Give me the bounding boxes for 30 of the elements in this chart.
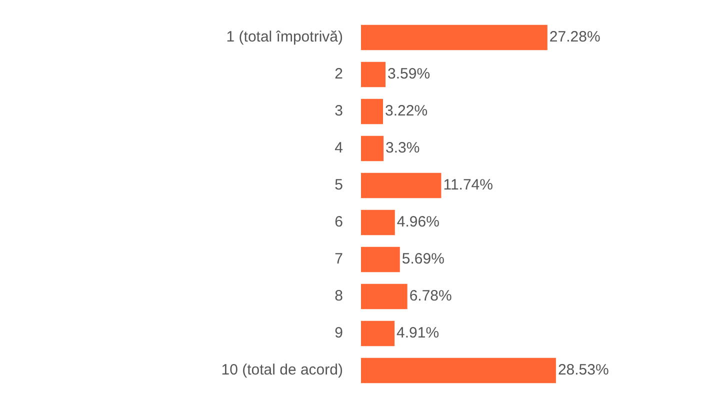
data-label: 3.59% (388, 66, 430, 83)
bar (361, 172, 442, 198)
y-tick-label: 4 (334, 140, 343, 157)
data-label: 3.3% (386, 140, 420, 157)
y-tick-label: 5 (334, 176, 343, 194)
bar (361, 136, 384, 162)
y-tick-label: 10 (total de acord) (221, 362, 343, 379)
y-tick-label: 7 (334, 250, 343, 268)
y-tick-label: 2 (334, 66, 343, 83)
bar (361, 98, 384, 124)
y-tick-label: 8 (334, 288, 343, 305)
bar (361, 62, 386, 88)
bar (361, 358, 556, 384)
data-label: 5.69% (402, 250, 444, 268)
y-tick-label: 1 (total împotrivă) (226, 28, 343, 46)
bar (361, 24, 548, 50)
bar (361, 284, 408, 310)
bar (361, 320, 395, 346)
bar (361, 210, 395, 236)
data-label: 28.53% (558, 362, 609, 379)
data-label: 3.22% (385, 102, 428, 120)
y-tick-label: 9 (334, 324, 343, 342)
data-label: 6.78% (409, 288, 452, 305)
data-label: 4.91% (396, 324, 440, 342)
data-label: 11.74% (443, 176, 493, 194)
y-tick-label: 3 (334, 102, 343, 120)
y-tick-label: 6 (334, 214, 343, 231)
data-label: 27.28% (549, 28, 600, 46)
bar (361, 246, 400, 272)
data-label: 4.96% (396, 214, 440, 231)
